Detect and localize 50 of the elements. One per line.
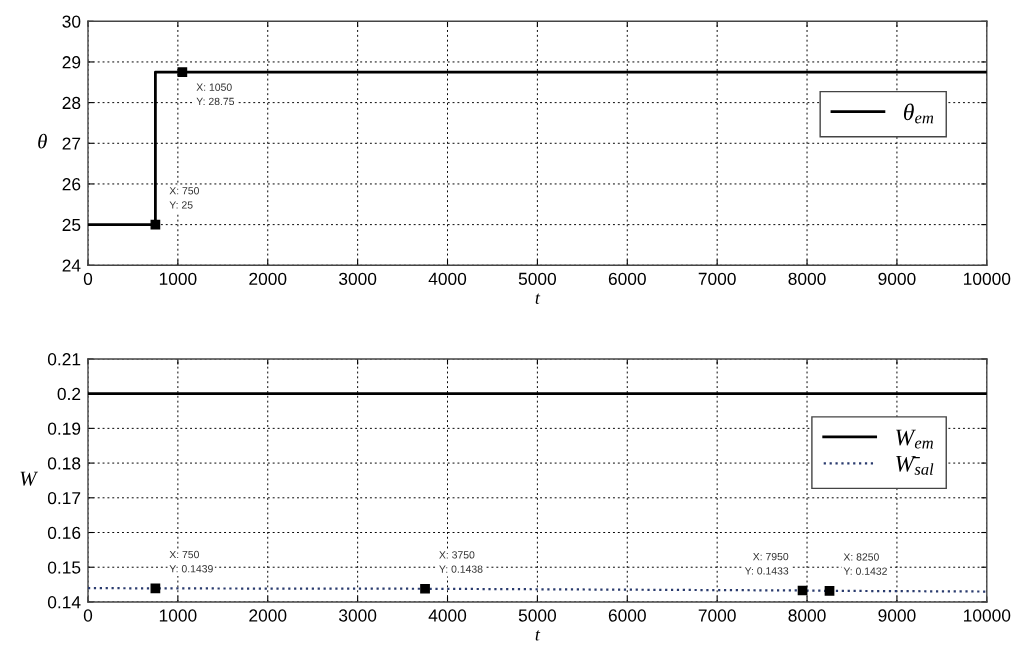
x-tick-label: 10000 [964, 609, 1011, 622]
x-tick-label: 5000 [518, 272, 557, 285]
x-tick-label: 8000 [788, 609, 826, 622]
legend-label: W$_{em}$ [896, 429, 933, 449]
x-tick-label: 4000 [428, 609, 467, 622]
y-tick-label: 0.16 [47, 526, 81, 539]
y-axis-title: W [20, 471, 39, 486]
x-tick-label: 6000 [608, 272, 646, 285]
x-tick-label: 8000 [788, 272, 826, 285]
x-tick-label: 4000 [428, 272, 467, 285]
x-tick-label: 6000 [608, 609, 646, 622]
annotation: X: 3750 Y: 0.1438 [439, 551, 483, 573]
x-tick-label: 2000 [249, 609, 287, 622]
y-tick-label: 0.14 [47, 596, 81, 609]
y-tick-label: 29 [62, 56, 81, 69]
x-tick-label: 9000 [878, 609, 916, 622]
y-tick-label: 30 [62, 15, 81, 28]
x-tick-label: 1000 [159, 609, 197, 622]
y-tick-label: 25 [62, 218, 81, 232]
x-tick-label: 10000 [964, 272, 1011, 285]
x-tick-label: 0 [83, 609, 93, 622]
annotation: X: 7950 Y: 0.1433 [744, 552, 789, 575]
annotation: X: 1050 Y: 28.75 [196, 83, 235, 106]
y-tick-label: 0.18 [47, 457, 81, 470]
annotation: X: 750 Y: 0.1439 [169, 550, 213, 573]
x-tick-label: 1000 [159, 272, 197, 285]
x-axis-title: t [535, 630, 541, 641]
y-tick-label: 28 [62, 96, 81, 110]
x-tick-label: 7000 [698, 272, 736, 285]
y-tick-label: 0.19 [47, 422, 81, 435]
y-axis-title: θ [38, 133, 47, 149]
x-tick-label: 5000 [518, 609, 557, 622]
annotation: X: 750 Y: 25 [169, 187, 199, 209]
y-tick-label: 27 [62, 137, 81, 150]
x-tick-label: 0 [83, 272, 93, 285]
x-tick-label: 2000 [249, 272, 287, 285]
legend-label: W̄$_{sal}$ [896, 455, 934, 475]
y-tick-label: 0.17 [47, 491, 81, 505]
x-tick-label: 3000 [338, 609, 377, 622]
y-tick-label: 24 [62, 259, 81, 272]
y-tick-label: 0.21 [47, 353, 81, 366]
y-tick-label: 0.15 [47, 561, 81, 574]
y-tick-label: 26 [62, 178, 81, 191]
annotation: X: 8250 Y: 0.1432 [843, 553, 887, 575]
x-tick-label: 9000 [878, 272, 916, 285]
x-axis-title: t [535, 293, 541, 304]
legend-label: θ$_{em}$ [903, 103, 934, 124]
x-tick-label: 3000 [338, 272, 377, 285]
x-tick-label: 7000 [698, 609, 736, 622]
y-tick-label: 0.2 [57, 387, 81, 401]
